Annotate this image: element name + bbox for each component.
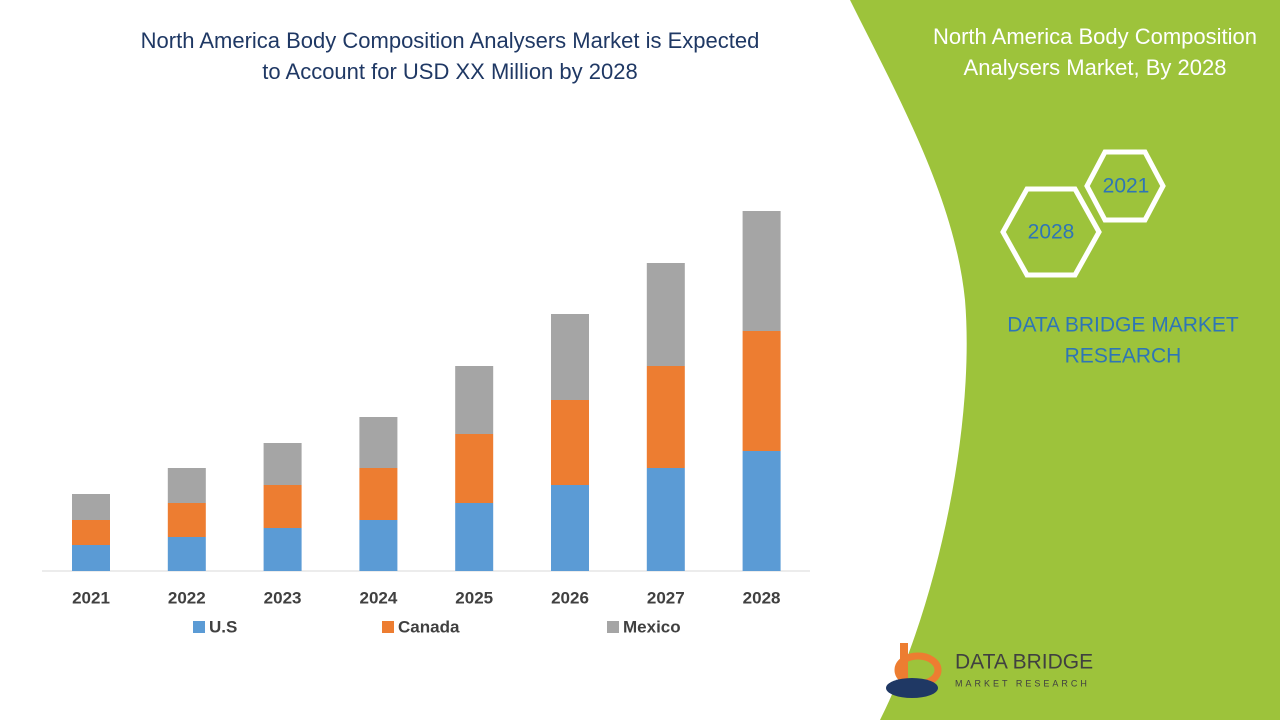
green-panel (850, 0, 1280, 720)
legend-swatch (607, 621, 619, 633)
chart-title: to Account for USD XX Million by 2028 (262, 59, 637, 84)
bar-segment (742, 331, 781, 451)
logo-mark (886, 678, 938, 698)
x-tick-label: 2023 (264, 588, 302, 607)
bar-segment (167, 537, 206, 571)
legend-swatch (193, 621, 205, 633)
x-tick-label: 2025 (455, 588, 493, 607)
chart-title: North America Body Composition Analysers… (141, 28, 760, 53)
bar-segment (646, 366, 685, 468)
bar-segment (551, 314, 589, 400)
x-tick-label: 2022 (168, 588, 206, 607)
bar-segment (167, 468, 206, 503)
panel-title: North America Body Composition (933, 24, 1257, 49)
logo: DATA BRIDGE MARKET RESEARCH (886, 643, 1093, 698)
bar-segment (359, 520, 398, 571)
hexagon-label: 2021 (1103, 175, 1150, 198)
brand-text: RESEARCH (1065, 345, 1182, 368)
hexagon (1000, 186, 1102, 278)
bar-segment (72, 494, 110, 520)
logo-text: DATA BRIDGE (955, 651, 1093, 674)
bar-segment (455, 366, 494, 434)
bar-segment (263, 485, 302, 528)
bar-segment (72, 545, 110, 571)
x-tick-label: 2026 (551, 588, 589, 607)
x-tick-label: 2021 (72, 588, 110, 607)
bar-segment (72, 520, 110, 545)
x-tick-label: 2024 (359, 588, 397, 607)
legend-label: Mexico (623, 617, 681, 636)
brand-text: DATA BRIDGE MARKET (1007, 314, 1239, 337)
bar-segment (742, 451, 781, 571)
bar-segment (263, 528, 302, 571)
legend-label: Canada (398, 617, 460, 636)
hexagon (1084, 149, 1166, 223)
bar-segment (167, 503, 206, 537)
bar-segment (551, 400, 589, 485)
bar-segment (551, 485, 589, 571)
bar-segment (455, 434, 494, 503)
legend-swatch (382, 621, 394, 633)
bar-segment (263, 443, 302, 485)
panel-title: Analysers Market, By 2028 (964, 55, 1227, 80)
logo-text: MARKET RESEARCH (955, 678, 1090, 688)
x-tick-label: 2027 (647, 588, 685, 607)
bar-segment (455, 503, 494, 571)
bar-segment (646, 468, 685, 571)
bar-segment (359, 417, 398, 468)
hexagon-label: 2028 (1028, 221, 1075, 244)
bar-segment (359, 468, 398, 520)
bar-segment (646, 263, 685, 366)
bar-segment (742, 211, 781, 331)
x-tick-label: 2028 (743, 588, 781, 607)
legend-label: U.S (209, 617, 237, 636)
